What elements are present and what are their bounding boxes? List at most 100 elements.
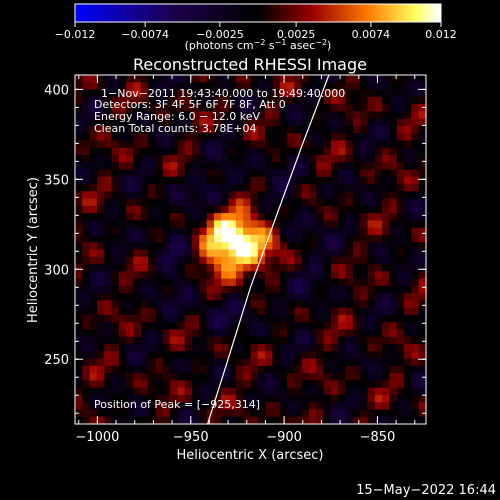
heatmap-cell [374,329,383,338]
heatmap-cell [104,162,113,171]
heatmap-cell [287,198,295,207]
heatmap-cell [360,249,369,258]
heatmap-cell [155,344,164,352]
heatmap-cell [323,402,332,411]
heatmap-cell [75,82,83,91]
heatmap-cell [96,111,105,120]
heatmap-cell [265,307,274,316]
heatmap-cell [338,249,347,258]
heatmap-cell [213,380,222,389]
heatmap-cell [330,402,339,411]
heatmap-cell [82,89,91,98]
heatmap-cell [177,293,186,301]
heatmap-cell [360,402,369,411]
heatmap-cell [162,75,171,83]
heatmap-cell [213,314,222,323]
heatmap-cell [213,111,222,120]
heatmap-cell [96,293,105,301]
heatmap-cell [287,220,295,229]
heatmap-cell [396,249,405,258]
heatmap-cell [250,96,259,105]
heatmap-cell [382,373,391,381]
heatmap-cell [104,329,113,338]
heatmap-cell [352,125,361,134]
heatmap-cell [170,344,178,352]
heatmap-cell [250,154,259,163]
heatmap-cell [192,154,200,163]
heatmap-cell [323,285,332,294]
heatmap-cell [287,380,295,389]
heatmap-cell [338,154,347,163]
heatmap-cell [352,300,361,309]
heatmap-cell [177,205,186,214]
heatmap-cell [243,104,252,112]
heatmap-cell [265,191,274,200]
heatmap-cell [265,162,274,171]
heatmap-cell [352,373,361,381]
heatmap-cell [411,278,420,287]
heatmap-cell [250,213,259,222]
heatmap-cell [272,118,281,127]
heatmap-cell [338,416,347,424]
heatmap-cell [367,104,376,112]
heatmap-cell [177,213,186,222]
heatmap-cell [221,285,230,294]
heatmap-cell [148,322,157,331]
heatmap-cell [301,314,310,323]
heatmap-cell [140,220,149,229]
heatmap-cell [192,264,200,272]
heatmap-cell [140,191,149,200]
heatmap-cell [126,82,135,91]
heatmap-cell [338,394,347,403]
heatmap-cell [148,249,157,258]
heatmap-cell [228,264,237,272]
heatmap-cell [309,162,317,171]
heatmap-cell [323,314,332,323]
heatmap-cell [352,387,361,396]
heatmap-cell [118,314,127,323]
heatmap-cell [235,82,244,91]
heatmap-cell [309,329,317,338]
heatmap-cell [184,198,193,207]
heatmap-cell [382,387,391,396]
heatmap-cell [235,336,244,345]
heatmap-cell [360,118,369,127]
heatmap-cell [75,176,83,185]
heatmap-cell [257,82,266,91]
heatmap-cell [294,358,303,367]
heatmap-cell [294,205,303,214]
heatmap-cell [323,336,332,345]
heatmap-cell [111,89,120,98]
colorbar-unit-label: (photons cm−2 s−1 asec−2) [185,38,332,52]
heatmap-cell [279,82,288,91]
heatmap-cell [75,96,83,105]
heatmap-cell [89,278,98,287]
heatmap-cell [345,300,354,309]
heatmap-cell [118,147,127,156]
heatmap-cell [265,314,274,323]
heatmap-cell [279,234,288,243]
heatmap-cell [418,111,426,120]
heatmap-cell [82,227,91,236]
heatmap-cell [330,373,339,381]
heatmap-cell [228,82,237,91]
heatmap-cell [404,176,412,185]
heatmap-cell [352,154,361,163]
heatmap-cell [279,242,288,251]
heatmap-cell [345,227,354,236]
heatmap-cell [265,373,274,381]
heatmap-cell [382,89,391,98]
heatmap-cell [396,184,405,192]
heatmap-cell [265,118,274,127]
heatmap-cell [316,147,325,156]
heatmap-cell [140,169,149,178]
heatmap-cell [228,147,237,156]
heatmap-cell [177,256,186,265]
heatmap-cell [162,205,171,214]
heatmap-cell [162,416,171,424]
heatmap-cell [418,329,426,338]
heatmap-cell [199,314,208,323]
heatmap-cell [404,387,412,396]
heatmap-cell [338,387,347,396]
